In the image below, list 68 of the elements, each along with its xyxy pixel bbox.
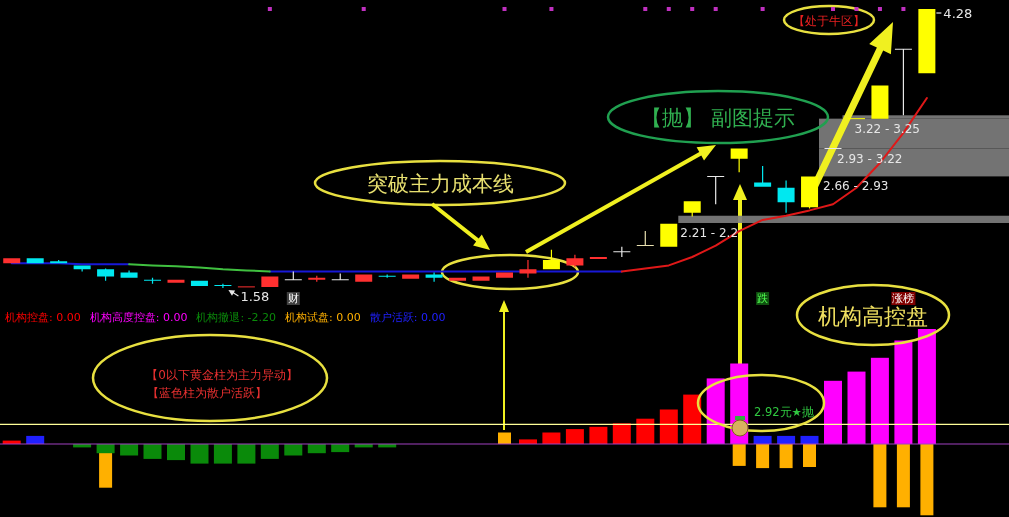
annotation: 4.28 bbox=[943, 6, 973, 21]
bar bbox=[589, 426, 608, 445]
candlestick bbox=[355, 274, 373, 282]
candlestick bbox=[496, 272, 513, 278]
annotation: 突破主力成本线 bbox=[366, 172, 514, 196]
candlestick bbox=[120, 270, 138, 278]
band-label: 2.66 - 2.93 bbox=[823, 179, 889, 194]
bar bbox=[779, 444, 793, 469]
bar bbox=[732, 444, 746, 466]
candlestick bbox=[425, 272, 443, 282]
text: 财 bbox=[287, 292, 299, 305]
candlestick bbox=[871, 85, 889, 119]
candlestick bbox=[378, 274, 396, 278]
candlestick bbox=[636, 231, 654, 247]
candlestick bbox=[683, 201, 701, 217]
candlestick bbox=[542, 249, 560, 270]
bar bbox=[873, 444, 887, 508]
candlestick bbox=[26, 258, 44, 264]
bar bbox=[894, 340, 913, 444]
text: 跌 bbox=[757, 292, 769, 305]
bar bbox=[565, 429, 584, 444]
candlestick bbox=[449, 277, 467, 281]
candlestick bbox=[308, 275, 326, 282]
bar bbox=[847, 371, 866, 444]
candlestick bbox=[660, 223, 678, 247]
bar bbox=[260, 444, 279, 459]
bar bbox=[237, 444, 256, 464]
bar bbox=[920, 444, 934, 516]
bar bbox=[870, 357, 889, 445]
annotation: 机构高控盘 bbox=[818, 304, 928, 329]
candlestick bbox=[566, 254, 584, 268]
candlestick bbox=[3, 258, 21, 264]
bar bbox=[190, 444, 209, 464]
bar bbox=[659, 409, 678, 444]
bar bbox=[143, 444, 162, 459]
bar bbox=[917, 329, 936, 444]
text: 1.58 bbox=[240, 289, 270, 304]
bar bbox=[612, 423, 631, 444]
bar bbox=[896, 444, 910, 508]
bar bbox=[756, 444, 770, 469]
candlestick bbox=[519, 260, 537, 278]
candlestick bbox=[613, 246, 631, 258]
bar bbox=[803, 444, 816, 467]
candlestick bbox=[777, 180, 795, 213]
annotation: 【蓝色柱为散户活跃】 bbox=[147, 386, 267, 400]
annotation: 2.92元★抛 bbox=[754, 405, 814, 419]
candlestick bbox=[167, 279, 185, 283]
bar bbox=[284, 444, 303, 456]
legend: 机构控盘: 0.00 机构高度控盘: 0.00 机构撤退: -2.20 机构试盘: 0.00 散户活跃: 0.00 bbox=[5, 311, 446, 324]
bar bbox=[683, 394, 702, 444]
annotation: 【0以下黄金柱为主力异动】 bbox=[146, 368, 298, 382]
text: 涨榜 bbox=[892, 292, 915, 305]
annotation: 【处于牛区】 bbox=[793, 14, 865, 28]
bar bbox=[120, 444, 139, 456]
bar bbox=[213, 444, 232, 464]
candlestick bbox=[73, 265, 91, 272]
candlestick bbox=[261, 276, 279, 287]
bar bbox=[636, 418, 655, 444]
candlestick bbox=[730, 148, 748, 173]
band-label: 2.21 - 2.2 bbox=[680, 226, 739, 240]
candlestick bbox=[50, 260, 68, 264]
bar bbox=[824, 380, 842, 445]
candlestick bbox=[97, 268, 115, 281]
candlestick bbox=[214, 283, 232, 288]
annotation: 【抛】 副图提示 bbox=[641, 106, 795, 130]
bar bbox=[167, 444, 185, 461]
candlestick bbox=[801, 176, 819, 209]
candlestick bbox=[331, 273, 349, 281]
